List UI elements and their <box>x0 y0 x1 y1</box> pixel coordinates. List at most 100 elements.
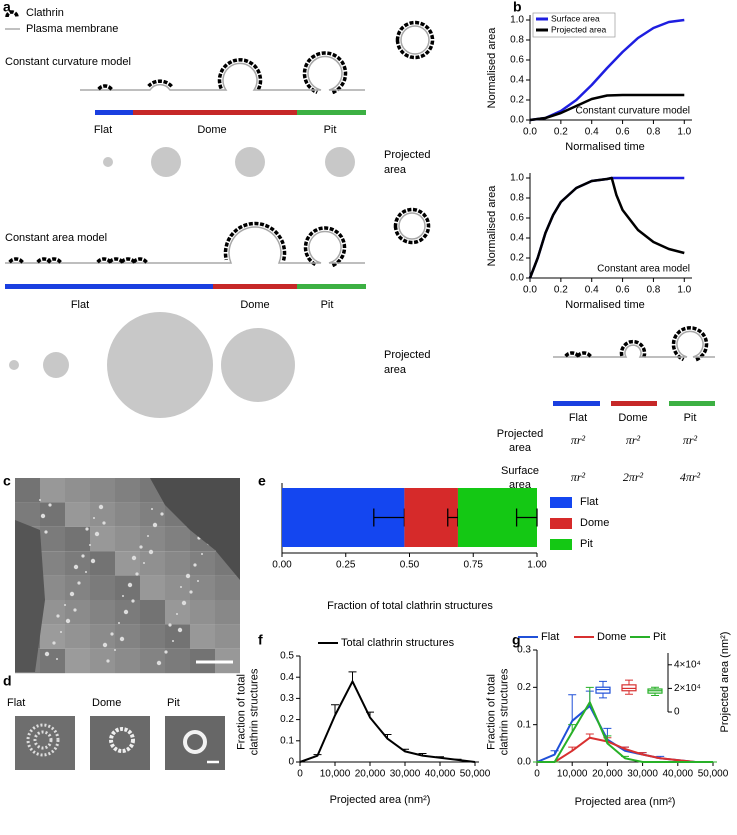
error-bar <box>515 508 538 527</box>
x-tick-label: 50,000 <box>698 769 729 780</box>
y-tick-label: 0.5 <box>280 651 294 662</box>
stage-bar <box>5 284 213 289</box>
clathrin-coat <box>671 326 709 362</box>
y-tick-label: 4×10⁴ <box>674 659 701 670</box>
clathrin-icon <box>5 10 19 18</box>
x-tick-label: 1.00 <box>527 560 547 571</box>
y-tick-label: 0.6 <box>510 213 524 224</box>
formula: πr² <box>571 433 586 447</box>
em-speck <box>85 527 89 531</box>
em-tile <box>115 502 140 527</box>
formula: 4πr² <box>680 470 701 484</box>
em-speck <box>172 640 174 642</box>
em-tile <box>90 526 115 552</box>
em-tile <box>190 600 215 625</box>
em-speck <box>177 627 183 633</box>
whisker <box>625 679 633 685</box>
em-speck <box>147 535 149 537</box>
projected-label: Projected <box>384 349 430 361</box>
projected-label: area <box>384 164 407 176</box>
legend-label: Plasma membrane <box>26 23 118 35</box>
stage-label: Pit <box>684 412 697 424</box>
data-line <box>299 680 476 763</box>
em-speck <box>156 660 162 666</box>
em-speck <box>93 517 95 519</box>
em-tile <box>215 624 240 649</box>
em-speck <box>94 531 100 537</box>
em-tile <box>165 551 190 576</box>
em-speck <box>110 632 114 636</box>
em-speck <box>152 522 158 528</box>
y-tick-label: 1.0 <box>510 173 524 184</box>
y-tick-label: 0.6 <box>510 55 524 66</box>
panel-label: e <box>258 473 266 489</box>
em-speck <box>56 658 58 660</box>
model-title: Constant area model <box>5 232 107 244</box>
em-tile <box>115 575 140 600</box>
x-tick-label: 50,000 <box>460 769 491 780</box>
em-speck <box>56 614 60 618</box>
model-title: Constant curvature model <box>5 56 131 68</box>
legend-label: Total clathrin structures <box>341 637 455 649</box>
y-tick-label: 0.0 <box>510 273 524 284</box>
projected-circle <box>151 147 181 177</box>
clathrin-coat <box>303 226 347 268</box>
x-tick-label: 40,000 <box>425 769 456 780</box>
x-tick-label: 20,000 <box>355 769 386 780</box>
em-speck <box>85 571 87 573</box>
projected-circle <box>103 157 113 167</box>
em-tile <box>65 478 90 503</box>
em-speck <box>60 631 62 633</box>
em-tile <box>165 624 190 649</box>
projected-circle <box>43 352 69 378</box>
stage-bar <box>297 284 366 289</box>
em-speck <box>39 499 41 501</box>
em-speck <box>73 608 77 612</box>
x-tick-label: 0.4 <box>585 285 599 296</box>
em-speck <box>118 622 120 624</box>
x-tick-label: 1.0 <box>677 127 691 138</box>
panel-label: f <box>258 632 263 648</box>
stage-bar <box>95 110 133 115</box>
x-tick-label: 0.25 <box>336 560 356 571</box>
em-tile <box>90 600 115 625</box>
em-background <box>150 478 240 580</box>
stage-bar <box>213 284 297 289</box>
data-line <box>529 18 685 122</box>
em-speck <box>164 650 168 654</box>
em-tile <box>40 624 65 649</box>
x-tick-label: 0.0 <box>523 127 537 138</box>
whisker <box>599 680 607 688</box>
formula: πr² <box>683 433 698 447</box>
em-tile <box>115 526 140 552</box>
em-speck <box>185 573 191 579</box>
stage-label: Dome <box>240 299 269 311</box>
em-tile <box>115 551 140 576</box>
row-label: area <box>509 479 532 491</box>
x-tick-label: 0.6 <box>616 285 630 296</box>
stage-label: Flat <box>569 412 587 424</box>
pit <box>183 730 207 754</box>
x-tick-label: 20,000 <box>592 769 623 780</box>
y-axis-label: clathrin structures <box>498 668 510 755</box>
projected-circle <box>221 328 295 402</box>
em-speck <box>114 649 116 651</box>
legend-label: Clathrin <box>26 7 64 19</box>
stage-bar <box>297 110 366 115</box>
y-tick-label: 0.0 <box>517 757 531 768</box>
panel-label: a <box>3 0 11 15</box>
stage-label: Dome <box>197 124 226 136</box>
stage-bar <box>611 401 657 406</box>
y-tick-label: 1.0 <box>510 15 524 26</box>
legend-label: Pit <box>653 631 666 643</box>
em-speck <box>151 508 153 510</box>
em-tile <box>90 575 115 600</box>
x-axis-label: Fraction of total clathrin structures <box>327 600 493 612</box>
em-speck <box>143 562 145 564</box>
em-speck <box>64 604 66 606</box>
x-tick-label: 0.50 <box>400 560 420 571</box>
clathrin-coat <box>223 221 287 261</box>
y-tick-label: 0.2 <box>517 682 531 693</box>
em-speck <box>189 590 193 594</box>
